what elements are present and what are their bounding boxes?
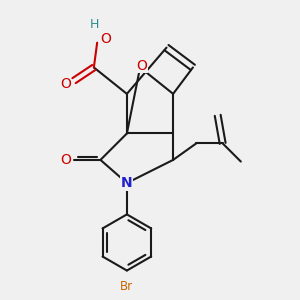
Text: N: N (121, 176, 133, 190)
Text: O: O (136, 59, 147, 73)
Text: O: O (100, 32, 111, 46)
Text: O: O (60, 77, 71, 91)
Text: H: H (90, 18, 99, 31)
Text: O: O (60, 153, 71, 167)
Text: Br: Br (120, 280, 134, 293)
